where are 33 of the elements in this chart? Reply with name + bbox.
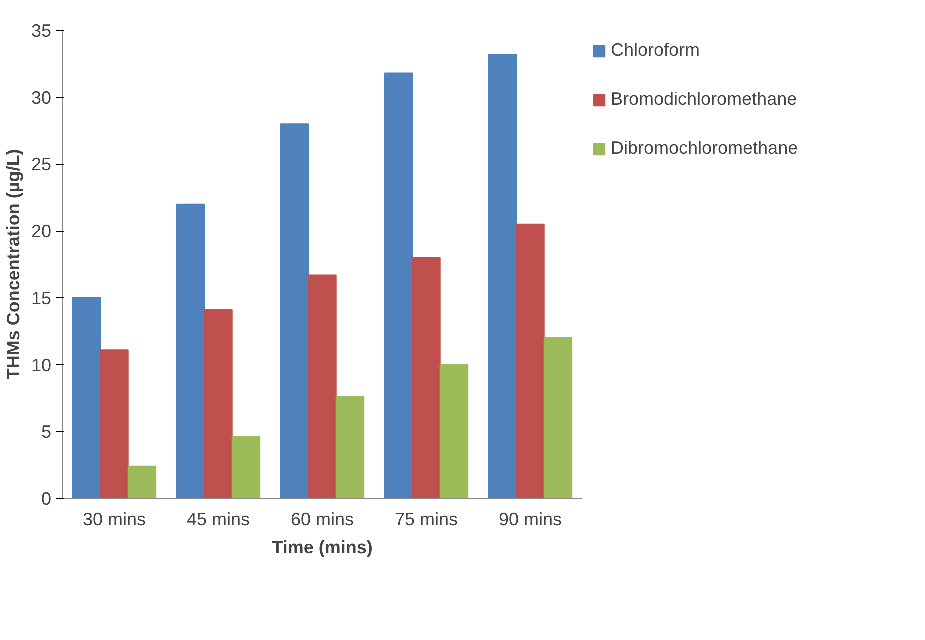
x-tick-label: 30 mins — [82, 510, 146, 530]
bar — [232, 436, 261, 498]
legend-label: Dibromochloromethane — [611, 138, 798, 159]
bar — [72, 297, 102, 498]
bar — [544, 338, 573, 498]
y-tick-label: 0 — [41, 489, 52, 509]
y-tick-label: 15 — [31, 288, 52, 308]
bar — [128, 466, 157, 498]
bar — [384, 72, 414, 498]
bar — [100, 350, 129, 498]
x-tick-label: 60 mins — [290, 510, 354, 530]
bar — [308, 274, 337, 498]
bar — [336, 396, 365, 498]
bar — [204, 309, 233, 498]
bar — [176, 204, 206, 498]
bar — [488, 54, 518, 498]
y-axis-title: THMs Concentration (µg/L) — [3, 149, 24, 380]
x-tick-label: 90 mins — [498, 510, 562, 530]
y-tick-label: 25 — [31, 154, 52, 175]
x-tick-label: 75 mins — [394, 510, 458, 530]
y-tick-label: 5 — [41, 422, 52, 442]
bar — [412, 257, 441, 498]
bar — [280, 124, 310, 498]
legend-label: Chloroform — [611, 40, 700, 61]
bar — [440, 364, 469, 498]
y-tick-label: 35 — [31, 21, 52, 41]
y-tick-label: 30 — [31, 88, 52, 108]
bar — [516, 224, 545, 498]
x-axis-title: Time (mins) — [272, 538, 373, 558]
x-tick-label: 45 mins — [186, 510, 250, 530]
y-tick-label: 20 — [31, 222, 52, 242]
legend-label: Bromodichloromethane — [611, 89, 798, 110]
y-tick-label: 10 — [31, 355, 52, 376]
